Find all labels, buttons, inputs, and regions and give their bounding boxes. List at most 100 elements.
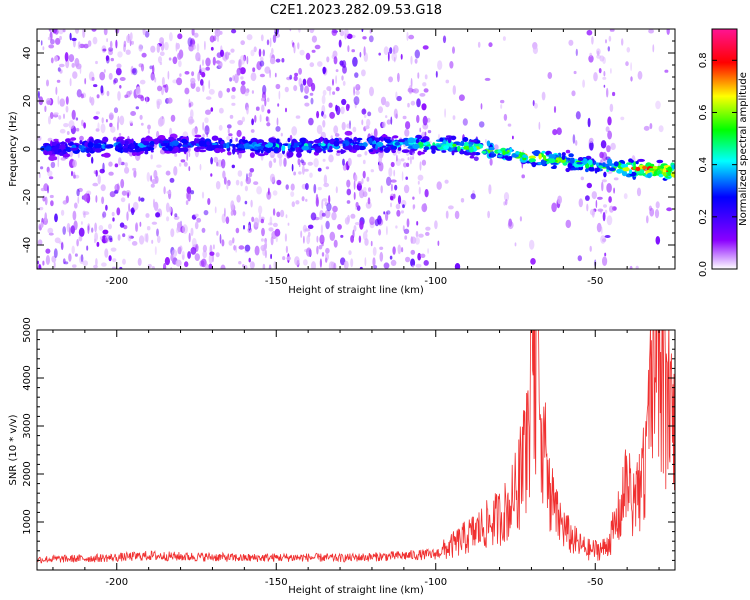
heatmap-cell [380,185,383,194]
heatmap-cell [150,149,154,153]
heatmap-cell [170,254,174,262]
heatmap-cell [364,151,368,156]
heatmap-cell [140,197,145,202]
heatmap-cell [469,146,474,153]
heatmap-cell [93,143,102,149]
heatmap-cell [204,125,210,135]
snr-ticks: -200 -150 -100 -50 1000 2000 3000 4000 5000 [22,317,675,588]
heatmap-cell [156,98,163,106]
heatmap-cell [309,29,315,34]
heatmap-cell [253,181,259,186]
heatmap-cell [201,71,206,78]
heatmap-cell [648,29,654,34]
heatmap-cell [396,154,398,162]
heatmap-cell [92,182,99,187]
heatmap-cell [228,240,233,246]
heatmap-cell [190,227,194,237]
x-tick-label: -50 [587,276,603,287]
heatmap-cell [635,265,639,269]
heatmap-cell [74,202,78,209]
heatmap-cell [188,43,195,52]
heatmap-cell [329,231,336,241]
heatmap-cell [462,118,468,126]
heatmap-cell [666,207,673,212]
heatmap-cell [274,72,277,78]
heatmap-cell [229,139,233,143]
heatmap-cell [655,100,661,110]
heatmap-cell [238,261,242,265]
heatmap-cell [190,77,196,84]
heatmap-cell [103,152,111,158]
heatmap-cell [250,199,253,208]
heatmap-cell [598,165,603,169]
heatmap-cell [140,63,145,72]
heatmap-cell [56,79,61,83]
heatmap-cell [355,84,361,91]
heatmap-cell [71,37,77,42]
heatmap-cell [273,146,279,153]
heatmap-cell [341,121,346,131]
heatmap-cell [379,251,384,262]
heatmap-cell [178,49,184,59]
heatmap-cell [202,250,207,259]
heatmap-cell [397,139,406,143]
heatmap-cell [72,264,77,268]
heatmap-cell [245,176,252,185]
heatmap-cell [646,172,652,179]
heatmap-cell [69,226,71,237]
heatmap-cell [72,159,77,168]
heatmap-cell [163,186,166,195]
heatmap-cell [395,113,398,119]
heatmap-cell [437,240,440,246]
heatmap-cell [179,162,182,167]
heatmap-cell [652,44,655,53]
heatmap-cell [202,133,205,138]
x-tick-label: -50 [587,577,603,588]
heatmap-cell [443,145,450,150]
heatmap-cell [503,113,508,121]
heatmap-cell [578,157,584,161]
heatmap-cell [108,171,114,176]
heatmap-cell [246,56,249,65]
heatmap-cell [240,84,246,95]
heatmap-cell [377,215,382,225]
heatmap-cell [77,196,80,204]
heatmap-cell [216,161,219,167]
heatmap-cell [277,103,280,107]
heatmap-cell [423,146,430,150]
heatmap-cell [378,229,382,236]
heatmap-cell [240,40,245,46]
y-tick-label: 3000 [22,413,33,438]
heatmap-cell [605,126,610,133]
heatmap-cell [308,117,314,126]
heatmap-cell [167,97,173,104]
heatmap-cell [361,29,364,33]
heatmap-cell [306,247,312,257]
heatmap-cell [146,226,151,231]
heatmap-cell [251,118,255,126]
heatmap-cell [353,136,358,143]
heatmap-cell [601,181,604,192]
heatmap-cell [591,36,594,45]
heatmap-cell [267,109,271,114]
heatmap-cell [76,89,82,98]
heatmap-cell [248,141,253,144]
heatmap-cell [71,109,76,120]
heatmap-cell [410,100,416,106]
heatmap-cell [248,224,250,230]
heatmap-cell [410,236,413,244]
heatmap-cell [42,46,45,51]
heatmap-cell [169,32,173,42]
heatmap-cell [415,138,420,144]
heatmap-cell [662,167,667,174]
heatmap-cell [332,205,338,213]
heatmap-cell [87,223,91,231]
heatmap-cell [236,148,244,151]
heatmap-cell [388,167,393,177]
heatmap-cell [386,176,392,186]
heatmap-cell [370,240,373,247]
heatmap-cell [82,210,86,216]
heatmap-cell [362,159,366,165]
heatmap-cell [383,262,390,269]
heatmap-cell [70,137,77,141]
